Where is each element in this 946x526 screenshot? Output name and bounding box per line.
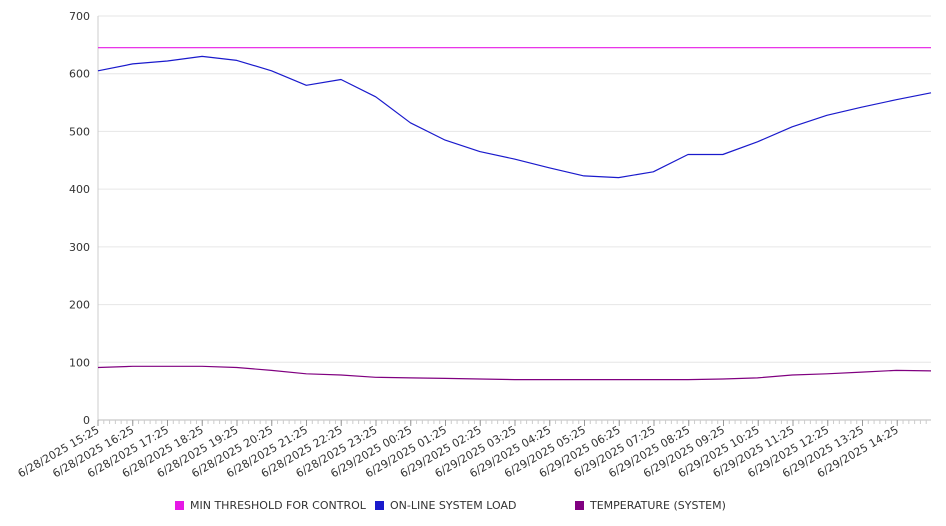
y-tick-label: 600 — [69, 68, 90, 81]
legend-item-min-threshold[interactable]: MIN THRESHOLD FOR CONTROL — [175, 499, 366, 512]
y-axis-ticks: 0 100 200 300 400 500 600 700 — [69, 10, 90, 427]
y-tick-label: 200 — [69, 299, 90, 312]
legend-label-system-load: ON-LINE SYSTEM LOAD — [390, 499, 517, 512]
legend-item-temperature[interactable]: TEMPERATURE (SYSTEM) — [575, 499, 726, 512]
y-tick-label: 100 — [69, 356, 90, 369]
x-axis-ticks: 6/28/2025 15:256/28/2025 16:256/28/2025 … — [16, 423, 901, 480]
y-tick-label: 300 — [69, 241, 90, 254]
grid-lines — [98, 15, 931, 363]
y-tick-label: 0 — [83, 414, 90, 427]
y-tick-label: 500 — [69, 125, 90, 138]
series-lines — [97, 47, 932, 381]
series-line-2 — [97, 365, 932, 381]
legend: MIN THRESHOLD FOR CONTROL ON-LINE SYSTEM… — [0, 499, 946, 515]
legend-label-temperature: TEMPERATURE (SYSTEM) — [590, 499, 726, 512]
axes — [97, 16, 931, 426]
legend-swatch-system-load — [375, 501, 384, 510]
legend-item-system-load[interactable]: ON-LINE SYSTEM LOAD — [375, 499, 516, 512]
y-tick-label: 700 — [69, 10, 90, 23]
legend-label-min-threshold: MIN THRESHOLD FOR CONTROL — [190, 499, 366, 512]
series-line-1 — [97, 55, 932, 179]
legend-swatch-min-threshold — [175, 501, 184, 510]
legend-swatch-temperature — [575, 501, 584, 510]
y-tick-label: 400 — [69, 183, 90, 196]
